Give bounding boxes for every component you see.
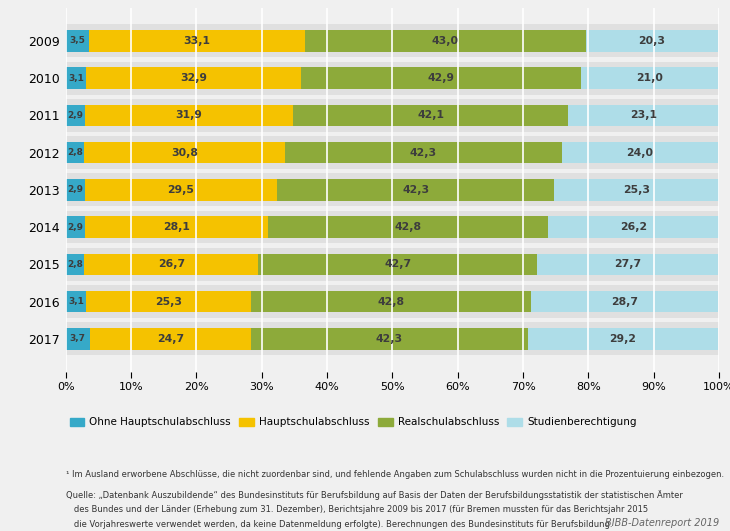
Text: 3,7: 3,7 (70, 335, 86, 343)
Bar (554, 179, 719, 201)
Bar (85, 216, 268, 238)
Bar (528, 328, 718, 349)
Text: 27,7: 27,7 (615, 259, 642, 269)
Bar (85, 105, 293, 126)
Text: 42,9: 42,9 (428, 73, 455, 83)
Text: 28,7: 28,7 (611, 296, 638, 306)
Bar (66, 328, 90, 349)
Bar (66, 67, 86, 89)
Bar (90, 328, 251, 349)
Bar (561, 142, 718, 164)
Text: 25,3: 25,3 (623, 185, 650, 195)
Bar (66, 24, 719, 57)
Bar (66, 174, 719, 206)
Text: 24,0: 24,0 (626, 148, 653, 158)
Bar (251, 328, 528, 349)
Bar (66, 211, 719, 243)
Bar (537, 253, 718, 275)
Text: 2,8: 2,8 (67, 148, 82, 157)
Text: des Bundes und der Länder (Erhebung zum 31. Dezember), Berichtsjahre 2009 bis 20: des Bundes und der Länder (Erhebung zum … (66, 505, 648, 514)
Text: 20,3: 20,3 (639, 36, 666, 46)
Bar (548, 216, 719, 238)
Text: 29,2: 29,2 (610, 334, 637, 344)
Bar (66, 62, 719, 95)
Text: 43,0: 43,0 (432, 36, 458, 46)
Bar (581, 67, 718, 89)
Bar (66, 248, 719, 281)
Text: 2,9: 2,9 (67, 222, 83, 232)
Bar (88, 30, 305, 52)
Text: 26,2: 26,2 (620, 222, 647, 232)
Text: BIBB-Datenreport 2019: BIBB-Datenreport 2019 (604, 518, 719, 528)
Legend: Ohne Hauptschulabschluss, Hauptschulabschluss, Realschulabschluss, Studienberech: Ohne Hauptschulabschluss, Hauptschulabsc… (66, 413, 641, 432)
Bar (258, 253, 537, 275)
Bar (66, 99, 719, 132)
Text: 42,8: 42,8 (394, 222, 421, 232)
Bar (531, 291, 718, 312)
Bar (301, 67, 581, 89)
Text: 3,5: 3,5 (69, 37, 85, 45)
Text: Quelle: „Datenbank Auszubildende“ des Bundesinstituts für Berufsbildung auf Basi: Quelle: „Datenbank Auszubildende“ des Bu… (66, 490, 683, 500)
Text: 42,7: 42,7 (385, 259, 412, 269)
Bar (251, 291, 531, 312)
Text: 26,7: 26,7 (158, 259, 185, 269)
Bar (293, 105, 568, 126)
Text: die Vorjahreswerte verwendet werden, da keine Datenmeldung erfolgte). Berechnung: die Vorjahreswerte verwendet werden, da … (66, 520, 612, 529)
Bar (85, 179, 277, 201)
Text: 42,8: 42,8 (377, 296, 404, 306)
Text: 33,1: 33,1 (183, 36, 210, 46)
Text: 29,5: 29,5 (168, 185, 194, 195)
Text: 21,0: 21,0 (637, 73, 664, 83)
Text: 28,1: 28,1 (163, 222, 190, 232)
Bar (86, 67, 301, 89)
Bar (66, 216, 85, 238)
Bar (66, 136, 719, 169)
Bar (66, 291, 86, 312)
Text: 2,9: 2,9 (67, 111, 83, 120)
Bar (86, 291, 251, 312)
Bar (66, 179, 85, 201)
Bar (66, 253, 84, 275)
Text: 42,3: 42,3 (410, 148, 437, 158)
Bar (568, 105, 719, 126)
Bar (66, 322, 719, 355)
Text: 23,1: 23,1 (630, 110, 657, 121)
Text: 32,9: 32,9 (180, 73, 207, 83)
Bar (285, 142, 561, 164)
Text: 31,9: 31,9 (175, 110, 202, 121)
Text: 25,3: 25,3 (155, 296, 182, 306)
Bar (84, 253, 258, 275)
Bar (66, 142, 84, 164)
Text: 2,9: 2,9 (67, 185, 83, 194)
Text: 24,7: 24,7 (157, 334, 184, 344)
Text: 3,1: 3,1 (68, 74, 84, 83)
Bar (268, 216, 548, 238)
Text: 42,3: 42,3 (402, 185, 429, 195)
Text: 42,3: 42,3 (376, 334, 403, 344)
Bar (277, 179, 554, 201)
Bar (305, 30, 585, 52)
Text: 42,1: 42,1 (417, 110, 444, 121)
Text: 30,8: 30,8 (171, 148, 198, 158)
Text: 2,8: 2,8 (67, 260, 82, 269)
Text: ¹ Im Ausland erworbene Abschlüsse, die nicht zuordenbar sind, und fehlende Angab: ¹ Im Ausland erworbene Abschlüsse, die n… (66, 470, 724, 479)
Bar (66, 105, 85, 126)
Bar (66, 285, 719, 318)
Bar (585, 30, 718, 52)
Text: 3,1: 3,1 (68, 297, 84, 306)
Bar (66, 30, 88, 52)
Bar (84, 142, 285, 164)
